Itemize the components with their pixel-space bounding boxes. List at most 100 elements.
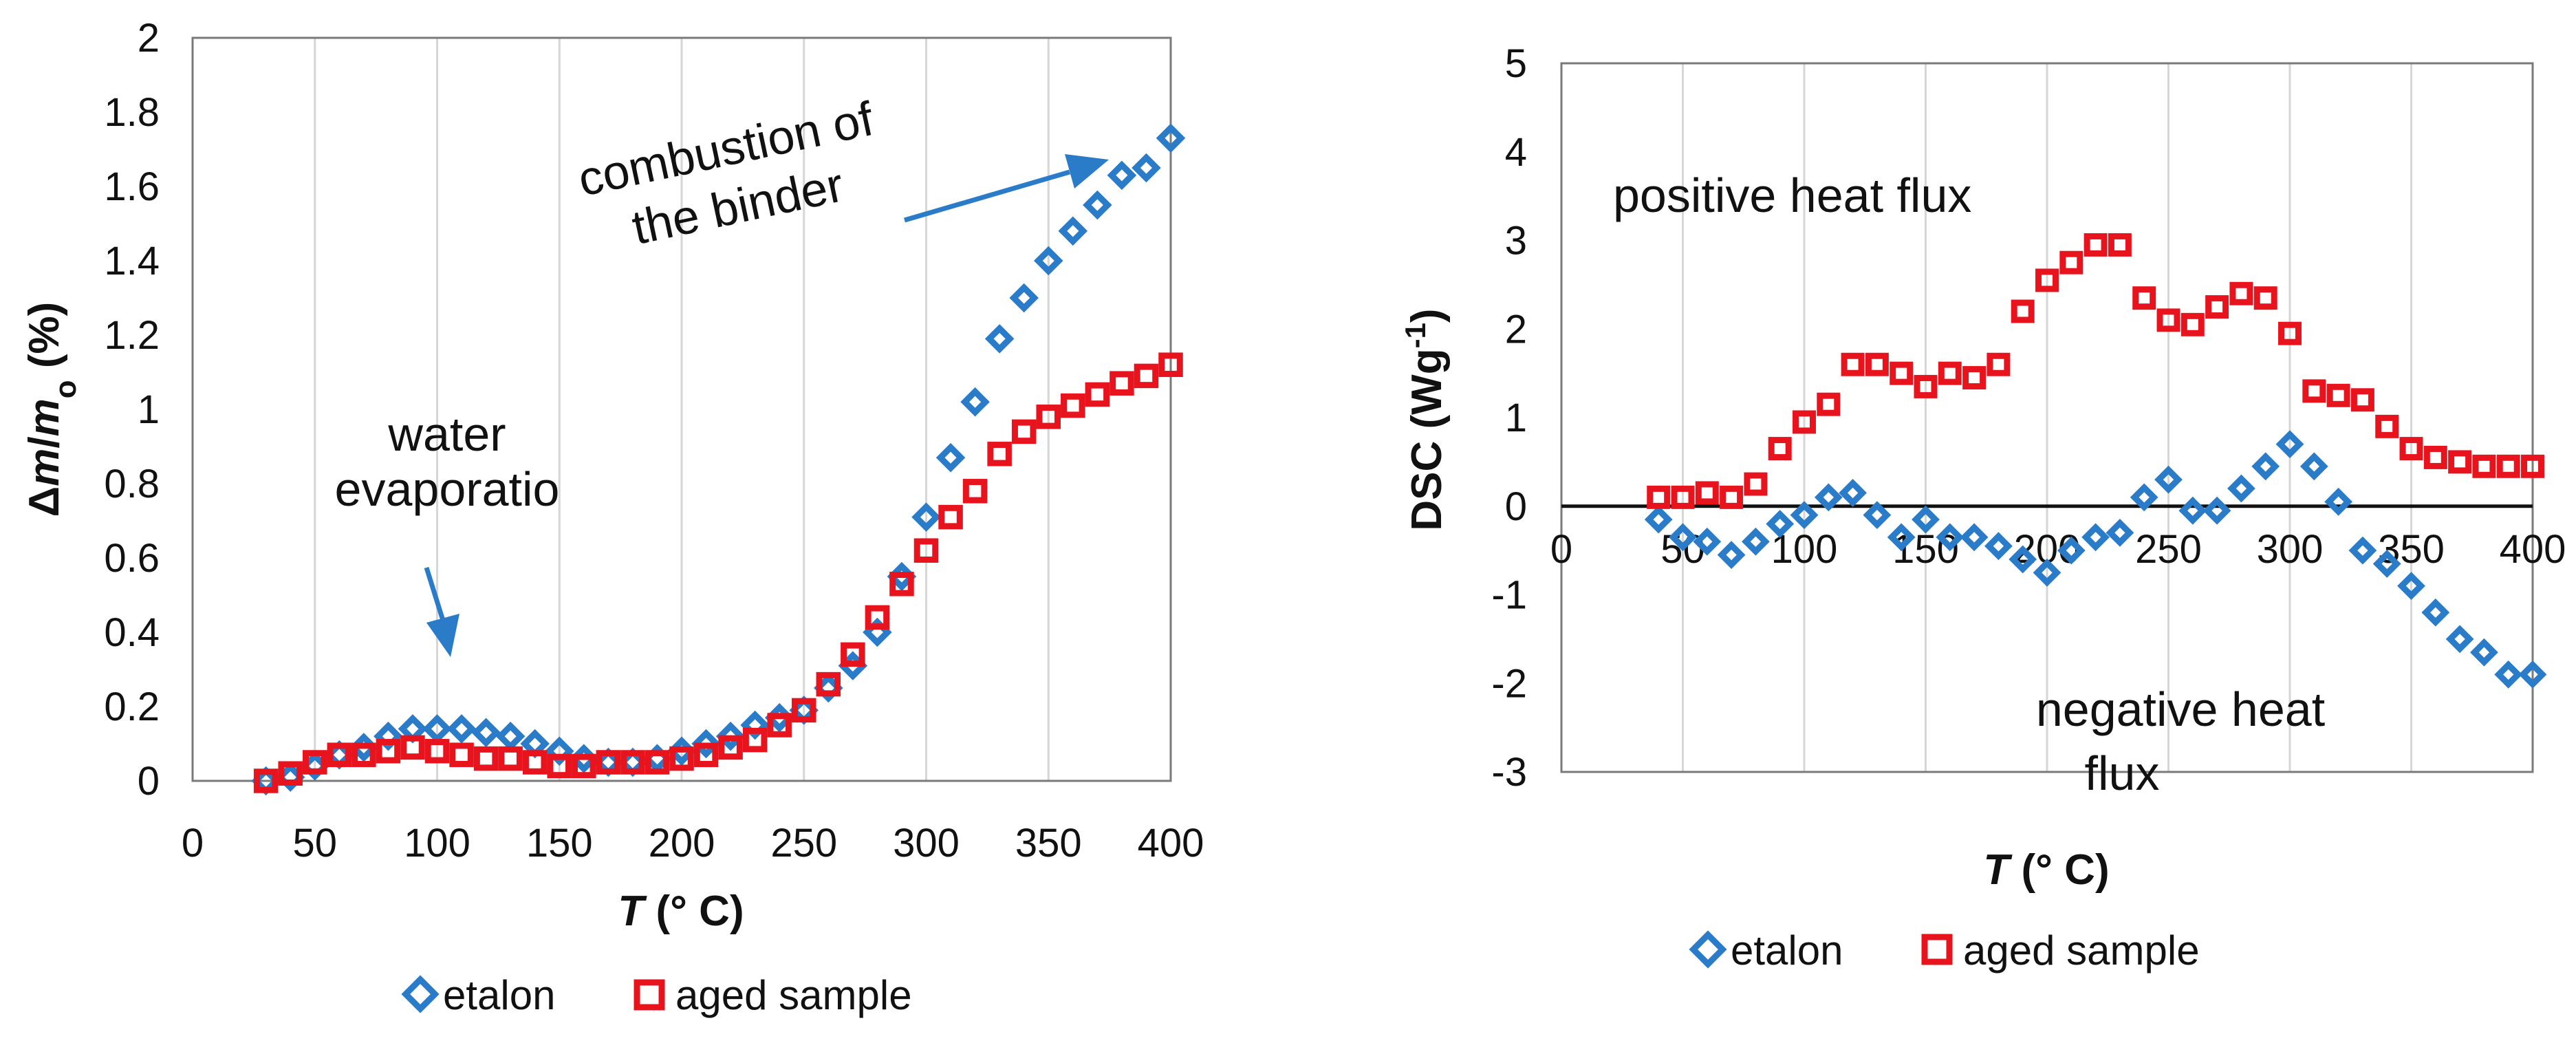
dsc-aged-point <box>2229 281 2253 305</box>
tga-etalon-point <box>422 714 452 744</box>
dsc-ylabel-sup: -1 <box>1399 323 1431 348</box>
tga-aged-point <box>767 713 792 738</box>
tga-aged-point <box>669 746 694 771</box>
tga-aged-point <box>841 642 865 667</box>
dsc-aged-point <box>2448 450 2472 474</box>
tga-aged-point <box>253 768 279 793</box>
dsc-ylabel-main: DSC (Wg <box>1403 348 1451 530</box>
dsc-etalon-point <box>1790 501 1819 530</box>
tga-aged-point <box>424 739 450 764</box>
dsc-grid <box>1682 63 2412 772</box>
dsc-y-tick-label: 4 <box>1505 130 1527 175</box>
tga-y-tick-label: 0.2 <box>104 685 160 729</box>
tga-etalon-point <box>691 729 721 759</box>
tga-ylabel-slash: / <box>21 436 68 448</box>
dsc-aged-point <box>1841 352 1865 376</box>
positive-heat-flux-annotation: positive heat flux <box>1613 169 1971 222</box>
dsc-etalon-point <box>2178 496 2207 525</box>
dsc-y-axis-title: DSC (Wg-1) <box>1399 308 1451 530</box>
dsc-etalon-point <box>2445 625 2474 654</box>
dsc-x-axis-title: T (° C) <box>1983 846 2109 894</box>
tga-legend-etalon-label: etalon <box>443 972 555 1018</box>
dsc-etalon-point <box>1863 501 1892 530</box>
tga-aged-point <box>1158 352 1183 377</box>
tga-aged-point <box>596 750 621 775</box>
tga-y-tick-label: 1 <box>138 387 160 432</box>
tga-etalon-point <box>1009 283 1039 313</box>
dsc-aged-point <box>1768 437 1792 461</box>
dsc-etalon-point <box>1669 523 1697 552</box>
dsc-etalon-point <box>2154 465 2183 494</box>
water-annotation-line2: evaporatio <box>335 462 560 516</box>
tga-x-tick-label: 150 <box>526 821 593 865</box>
tga-etalon-point <box>594 747 623 777</box>
dsc-etalon-point <box>1839 479 1867 507</box>
tga-etalon-point <box>398 714 428 744</box>
tga-aged-point <box>547 753 572 779</box>
dsc-etalon-point <box>2202 496 2231 525</box>
dsc-etalon-point <box>2421 598 2450 627</box>
tga-x-tick-label: 200 <box>649 821 715 865</box>
dsc-x-tick-label: 250 <box>2135 527 2202 572</box>
tga-x-axis-title: T (° C) <box>618 888 744 935</box>
dsc-etalon-point <box>1644 505 1673 534</box>
tga-x-tick-label: 100 <box>404 821 470 865</box>
tga-aged-point <box>376 739 401 764</box>
tga-y-tick-label: 0 <box>138 759 160 804</box>
tga-aged-point <box>889 572 914 596</box>
tga-etalon-point <box>1107 160 1137 191</box>
tga-etalon-point <box>838 651 868 680</box>
tga-etalon-point <box>764 702 794 733</box>
dsc-y-tick-label: 3 <box>1505 219 1527 264</box>
tga-aged-point <box>1110 371 1134 396</box>
tga-etalon-point <box>887 561 917 592</box>
dsc-etalon-point <box>1887 523 1916 552</box>
tga-etalon-point <box>911 502 941 532</box>
dsc-etalon-point <box>2372 550 2401 578</box>
dsc-etalon-point <box>2494 660 2523 689</box>
tga-marks <box>251 123 1186 796</box>
tga-y-tick-label: 1.2 <box>104 313 160 358</box>
dsc-etalon-point <box>1717 541 1746 569</box>
tga-aged-point <box>865 605 890 630</box>
dsc-aged-point <box>2472 454 2496 478</box>
tga-etalon-point <box>446 714 477 744</box>
dsc-y-tick-label: 5 <box>1505 41 1527 86</box>
dsc-legend-aged-marker <box>1921 934 1953 965</box>
tga-legend: etalon aged sample <box>401 972 912 1018</box>
tga-xlabel-var: T <box>618 888 647 935</box>
tga-aged-point <box>987 442 1012 466</box>
dsc-aged-point <box>1671 485 1695 509</box>
dsc-legend-etalon-label: etalon <box>1731 927 1843 974</box>
dsc-etalon-point <box>1693 527 1722 556</box>
tga-x-ticks: 0 50 100 150 200 250 300 350 400 <box>182 821 1204 865</box>
dsc-aged-point <box>2253 286 2277 310</box>
tga-plot-frame <box>191 36 1172 782</box>
dsc-etalon-point <box>2470 638 2498 667</box>
dsc-y-tick-label: 0 <box>1505 484 1527 529</box>
dsc-aged-point <box>2521 454 2544 478</box>
water-annotation-line1: water <box>387 407 506 461</box>
dsc-plot-frame <box>1560 62 2534 773</box>
dsc-xlabel-rest: (° C) <box>2009 846 2109 894</box>
negative-heat-flux-line2: flux <box>2085 746 2160 800</box>
dsc-etalon-point <box>2397 572 2425 601</box>
tga-y-tick-label: 0.6 <box>104 536 160 581</box>
tga-ylabel-sub: o <box>49 380 83 398</box>
dsc-aged-point <box>1890 361 1914 385</box>
tga-chart: 0 0.2 0.4 0.6 0.8 1 1.2 1.4 1.6 1.8 2 0 50 100 150 200… <box>21 16 1204 1018</box>
tga-aged-point <box>351 742 376 767</box>
tga-etalon-point <box>984 324 1015 354</box>
tga-aged-point <box>1134 363 1159 389</box>
dsc-legend-etalon-marker <box>1689 930 1727 969</box>
water-arrow-shaft <box>424 566 446 624</box>
tga-y-tick-label: 1.8 <box>104 90 160 135</box>
tga-etalon-point <box>1033 246 1063 276</box>
dsc-aged-point <box>2011 299 2035 323</box>
dsc-aged-point <box>2399 437 2423 461</box>
dsc-aged-point <box>2035 268 2059 292</box>
tga-aged-point <box>913 538 939 563</box>
tga-y-tick-label: 1.6 <box>104 164 160 209</box>
